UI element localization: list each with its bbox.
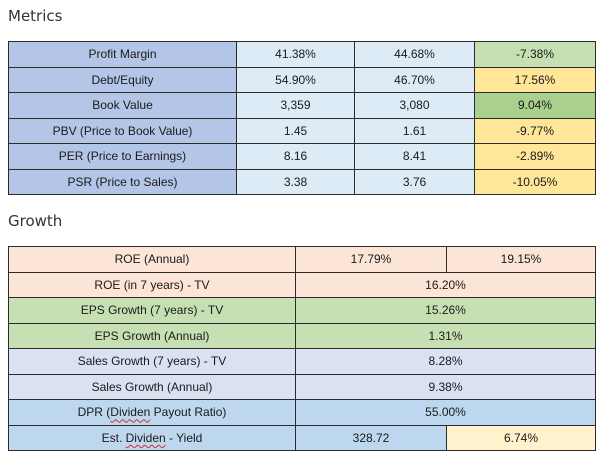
table-row: Profit Margin 41.38% 44.68% -7.38% <box>8 41 596 68</box>
metric-value-2: 46.70% <box>354 66 475 93</box>
metric-label: PER (Price to Earnings) <box>8 143 237 170</box>
metric-value-1: 8.16 <box>236 143 355 170</box>
est-dividen-yield: 6.74% <box>446 424 596 451</box>
roe-7y-value: 16.20% <box>295 271 596 298</box>
growth-section-title: Growth <box>8 212 63 230</box>
roe-7y-label: ROE (in 7 years) - TV <box>8 271 296 298</box>
dpr-label-word: Dividen <box>110 405 151 420</box>
metric-label: PBV (Price to Book Value) <box>8 117 237 144</box>
metric-value-2: 8.41 <box>354 143 475 170</box>
metric-value-1: 3,359 <box>236 92 355 119</box>
metric-value-2: 1.61 <box>354 117 475 144</box>
roe-annual-value-1: 17.79% <box>295 246 447 273</box>
eps-growth-7y-label: EPS Growth (7 years) - TV <box>8 297 296 324</box>
roe-annual-value-2: 19.15% <box>446 246 596 273</box>
metric-change: 17.56% <box>474 66 596 93</box>
metric-change: -2.89% <box>474 143 596 170</box>
table-row: PER (Price to Earnings) 8.16 8.41 -2.89% <box>8 143 596 170</box>
roe-annual-label: ROE (Annual) <box>8 246 296 273</box>
metric-change: -9.77% <box>474 117 596 144</box>
table-row: Sales Growth (7 years) - TV 8.28% <box>8 348 596 375</box>
metric-change: 9.04% <box>474 92 596 119</box>
metric-change: -10.05% <box>474 168 596 195</box>
est-dividen-label-prefix: Est. <box>101 430 126 445</box>
metric-value-1: 54.90% <box>236 66 355 93</box>
metric-value-1: 1.45 <box>236 117 355 144</box>
table-row: PBV (Price to Book Value) 1.45 1.61 -9.77% <box>8 117 596 144</box>
metrics-section-title: Metrics <box>8 7 63 25</box>
metric-value-1: 41.38% <box>236 41 355 68</box>
sales-growth-7y-value: 8.28% <box>295 348 596 375</box>
metric-label: Book Value <box>8 92 237 119</box>
est-dividen-label: Est. Dividen - Yield <box>8 424 296 451</box>
table-row: ROE (Annual) 17.79% 19.15% <box>8 246 596 273</box>
table-row: EPS Growth (7 years) - TV 15.26% <box>8 297 596 324</box>
metrics-table: Profit Margin 41.38% 44.68% -7.38% Debt/Equi… <box>8 41 596 195</box>
table-row: Sales Growth (Annual) 9.38% <box>8 373 596 400</box>
table-row: Book Value 3,359 3,080 9.04% <box>8 92 596 119</box>
est-dividen-label-suffix: - Yield <box>165 430 203 445</box>
est-dividen-value: 328.72 <box>295 424 447 451</box>
table-row: ROE (in 7 years) - TV 16.20% <box>8 271 596 298</box>
est-dividen-label-word: Dividen <box>125 430 166 445</box>
eps-growth-annual-label: EPS Growth (Annual) <box>8 322 296 349</box>
metric-value-2: 44.68% <box>354 41 475 68</box>
metric-label: PSR (Price to Sales) <box>8 168 237 195</box>
dpr-label-suffix: Payout Ratio) <box>150 405 227 420</box>
metric-label: Debt/Equity <box>8 66 237 93</box>
metric-label: Profit Margin <box>8 41 237 68</box>
dpr-label: DPR (Dividen Payout Ratio) <box>8 399 296 426</box>
sales-growth-annual-label: Sales Growth (Annual) <box>8 373 296 400</box>
growth-table: ROE (Annual) 17.79% 19.15% ROE (in 7 yea… <box>8 246 596 451</box>
table-row: Est. Dividen - Yield 328.72 6.74% <box>8 424 596 451</box>
table-row: DPR (Dividen Payout Ratio) 55.00% <box>8 399 596 426</box>
metric-change: -7.38% <box>474 41 596 68</box>
table-row: Debt/Equity 54.90% 46.70% 17.56% <box>8 66 596 93</box>
sales-growth-annual-value: 9.38% <box>295 373 596 400</box>
sales-growth-7y-label: Sales Growth (7 years) - TV <box>8 348 296 375</box>
table-row: PSR (Price to Sales) 3.38 3.76 -10.05% <box>8 168 596 195</box>
dpr-label-prefix: DPR ( <box>77 405 111 420</box>
eps-growth-7y-value: 15.26% <box>295 297 596 324</box>
dpr-value: 55.00% <box>295 399 596 426</box>
metric-value-1: 3.38 <box>236 168 355 195</box>
table-row: EPS Growth (Annual) 1.31% <box>8 322 596 349</box>
eps-growth-annual-value: 1.31% <box>295 322 596 349</box>
metric-value-2: 3.76 <box>354 168 475 195</box>
metric-value-2: 3,080 <box>354 92 475 119</box>
